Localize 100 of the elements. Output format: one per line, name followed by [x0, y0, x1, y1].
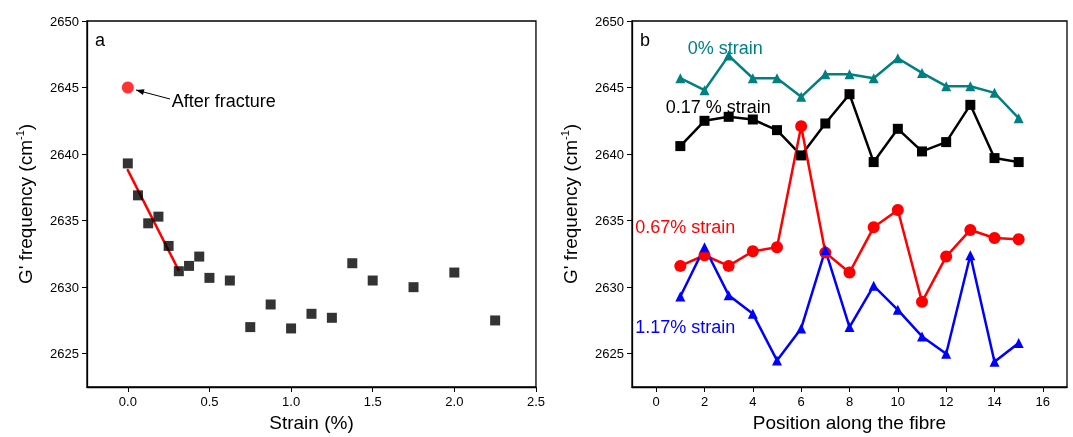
point — [675, 141, 686, 152]
y-tick-label: 2630 — [595, 279, 624, 295]
x-tick-label: 2.0 — [445, 394, 464, 409]
x-axis-title: Strain (%) — [269, 412, 354, 433]
point — [771, 241, 783, 254]
y-tick-label: 2635 — [50, 213, 79, 229]
point — [747, 114, 758, 125]
y-tick-label: 2635 — [595, 213, 624, 229]
point — [772, 73, 782, 84]
point — [772, 125, 782, 136]
point — [1013, 157, 1024, 168]
point — [746, 245, 759, 258]
y-axis-title: G' frequency (cm-1) — [13, 123, 36, 285]
point — [490, 315, 501, 326]
point — [917, 331, 927, 342]
point — [675, 291, 686, 302]
x-tick-label: 4 — [749, 394, 757, 409]
point — [867, 221, 880, 234]
point — [184, 260, 195, 271]
point — [122, 158, 133, 169]
point — [941, 81, 952, 92]
point — [796, 150, 807, 161]
y-tick-label: 2625 — [595, 346, 624, 362]
point — [699, 242, 710, 253]
point — [772, 355, 782, 366]
point — [941, 348, 952, 359]
x-tick-label: 2.5 — [526, 394, 545, 409]
series-label: 0.67% strain — [635, 216, 736, 237]
point — [917, 67, 927, 78]
y-tick-label: 2650 — [50, 13, 79, 29]
point — [1013, 338, 1024, 349]
point — [153, 211, 164, 222]
point — [204, 272, 215, 283]
point — [133, 190, 144, 201]
point — [892, 123, 903, 134]
point — [722, 259, 735, 272]
point — [265, 299, 276, 310]
point — [964, 223, 977, 236]
point — [286, 323, 297, 334]
x-tick-label: 2 — [700, 394, 709, 409]
point — [699, 115, 710, 126]
x-tick-label: 1.0 — [282, 394, 301, 409]
point — [843, 266, 856, 279]
y-tick-label: 2625 — [50, 346, 79, 362]
y-tick-label: 2640 — [50, 146, 79, 162]
point — [367, 275, 378, 286]
series-label: 0.17 % strain — [665, 97, 771, 118]
point — [868, 280, 879, 291]
point — [675, 73, 686, 84]
x-tick-label: 14 — [987, 394, 1002, 409]
point — [796, 323, 807, 334]
annotation: a — [95, 30, 106, 50]
point — [989, 87, 1000, 98]
point — [699, 85, 710, 96]
point — [868, 73, 879, 84]
point — [892, 53, 903, 64]
annotation: b — [640, 30, 651, 50]
point — [916, 295, 928, 308]
y-tick-label: 2630 — [50, 279, 79, 295]
point — [796, 91, 807, 102]
point — [674, 259, 687, 272]
y-tick-label: 2645 — [595, 80, 624, 96]
point — [121, 81, 134, 94]
point — [988, 231, 1001, 244]
point — [965, 99, 976, 110]
y-tick-label: 2640 — [595, 146, 624, 162]
series-label: 0% strain — [687, 38, 763, 59]
point — [747, 73, 758, 84]
point — [965, 250, 976, 261]
point — [245, 322, 256, 333]
x-tick-label: 1.5 — [363, 394, 382, 409]
point — [224, 275, 235, 286]
point — [941, 137, 952, 148]
point — [163, 240, 174, 251]
point — [194, 251, 205, 262]
point — [844, 69, 855, 80]
y-axis-title: G' frequency (cm-1) — [558, 123, 581, 285]
point — [408, 282, 419, 293]
x-tick-label: 0 — [652, 394, 660, 409]
point — [820, 244, 831, 255]
point — [892, 304, 903, 315]
point — [143, 218, 154, 229]
point — [449, 267, 460, 278]
point — [844, 89, 855, 100]
series-label: 1.17% strain — [635, 317, 736, 338]
x-tick-label: 0.5 — [200, 394, 219, 409]
y-tick-label: 2650 — [595, 13, 624, 29]
x-tick-label: 0.0 — [118, 394, 137, 409]
point — [820, 118, 831, 129]
point — [306, 308, 317, 319]
point — [917, 146, 927, 157]
point — [1012, 233, 1025, 246]
point — [891, 203, 904, 216]
point — [747, 308, 758, 319]
annotation: After fracture — [171, 90, 276, 111]
x-axis-title: Position along the fibre — [752, 412, 947, 433]
x-tick-label: 12 — [938, 394, 954, 409]
point — [989, 153, 1000, 164]
x-tick-label: 16 — [1035, 394, 1051, 409]
point — [965, 81, 976, 92]
